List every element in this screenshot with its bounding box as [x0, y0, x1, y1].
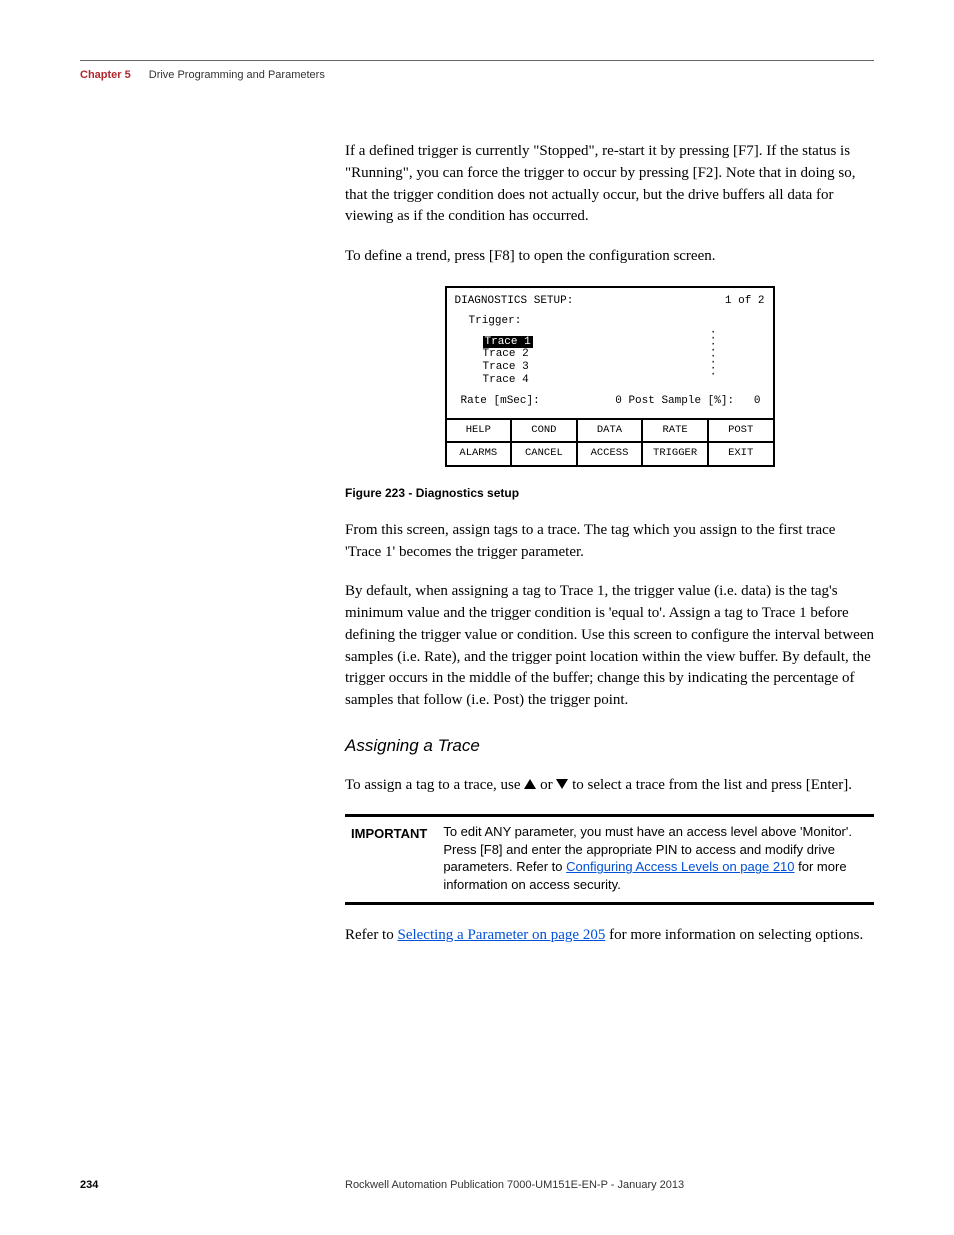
- text-fragment: To assign a tag to a trace, use: [345, 777, 524, 793]
- post-value: 0: [754, 395, 761, 407]
- trigger-label: Trigger:: [455, 314, 765, 330]
- diagnostics-setup-figure: DIAGNOSTICS SETUP: 1 of 2 Trigger: Trace…: [445, 286, 775, 467]
- cond-button[interactable]: COND: [512, 420, 578, 441]
- configuring-access-link[interactable]: Configuring Access Levels on page 210: [566, 859, 794, 874]
- important-label: IMPORTANT: [345, 823, 443, 893]
- cancel-button[interactable]: CANCEL: [512, 443, 578, 464]
- rate-button[interactable]: RATE: [643, 420, 709, 441]
- subheading: Assigning a Trace: [345, 734, 874, 759]
- paragraph: Refer to Selecting a Parameter on page 2…: [345, 925, 874, 947]
- help-button[interactable]: HELP: [447, 420, 513, 441]
- post-button[interactable]: POST: [709, 420, 773, 441]
- paragraph: To define a trend, press [F8] to open th…: [345, 246, 874, 268]
- paragraph: If a defined trigger is currently "Stopp…: [345, 141, 874, 228]
- data-button[interactable]: DATA: [578, 420, 644, 441]
- chapter-title: Drive Programming and Parameters: [149, 69, 325, 81]
- button-row-2: ALARMS CANCEL ACCESS TRIGGER EXIT: [447, 441, 773, 464]
- access-button[interactable]: ACCESS: [578, 443, 644, 464]
- text-fragment: or: [536, 777, 556, 793]
- selecting-parameter-link[interactable]: Selecting a Parameter on page 205: [397, 927, 605, 943]
- exit-button[interactable]: EXIT: [709, 443, 773, 464]
- paragraph: To assign a tag to a trace, use or to se…: [345, 775, 874, 797]
- trigger-button[interactable]: TRIGGER: [643, 443, 709, 464]
- chapter-label: Chapter 5: [80, 69, 131, 81]
- alarms-button[interactable]: ALARMS: [447, 443, 513, 464]
- down-arrow-icon: [556, 779, 568, 789]
- button-row-1: HELP COND DATA RATE POST: [447, 418, 773, 441]
- trace-item[interactable]: Trace 4: [483, 374, 765, 387]
- text-fragment: Refer to: [345, 927, 397, 943]
- page-header: Chapter 5 Drive Programming and Paramete…: [80, 69, 874, 81]
- publication-info: Rockwell Automation Publication 7000-UM1…: [345, 1179, 684, 1191]
- trace-item[interactable]: Trace 2: [483, 348, 765, 361]
- page-footer: 234 Rockwell Automation Publication 7000…: [80, 1179, 874, 1191]
- trace-item[interactable]: Trace 3: [483, 361, 765, 374]
- scroll-indicator-icon: ········: [710, 330, 717, 378]
- paragraph: From this screen, assign tags to a trace…: [345, 520, 874, 564]
- rate-label: Rate [mSec]:: [461, 395, 540, 407]
- paragraph: By default, when assigning a tag to Trac…: [345, 581, 874, 712]
- important-content: To edit ANY parameter, you must have an …: [443, 823, 874, 893]
- rate-value: 0: [615, 395, 622, 407]
- trace-list: Trace 1 Trace 2 Trace 3 Trace 4 ········: [455, 336, 765, 387]
- page-number: 234: [80, 1179, 345, 1191]
- post-label: Post Sample [%]:: [628, 395, 734, 407]
- page-indicator: 1 of 2: [725, 294, 765, 310]
- figure-caption: Figure 223 - Diagnostics setup: [345, 485, 874, 502]
- important-box: IMPORTANT To edit ANY parameter, you mus…: [345, 814, 874, 904]
- text-fragment: to select a trace from the list and pres…: [568, 777, 852, 793]
- up-arrow-icon: [524, 779, 536, 789]
- figure-title: DIAGNOSTICS SETUP:: [455, 294, 574, 310]
- text-fragment: for more information on selecting option…: [605, 927, 863, 943]
- trace-item-selected[interactable]: Trace 1: [483, 336, 533, 349]
